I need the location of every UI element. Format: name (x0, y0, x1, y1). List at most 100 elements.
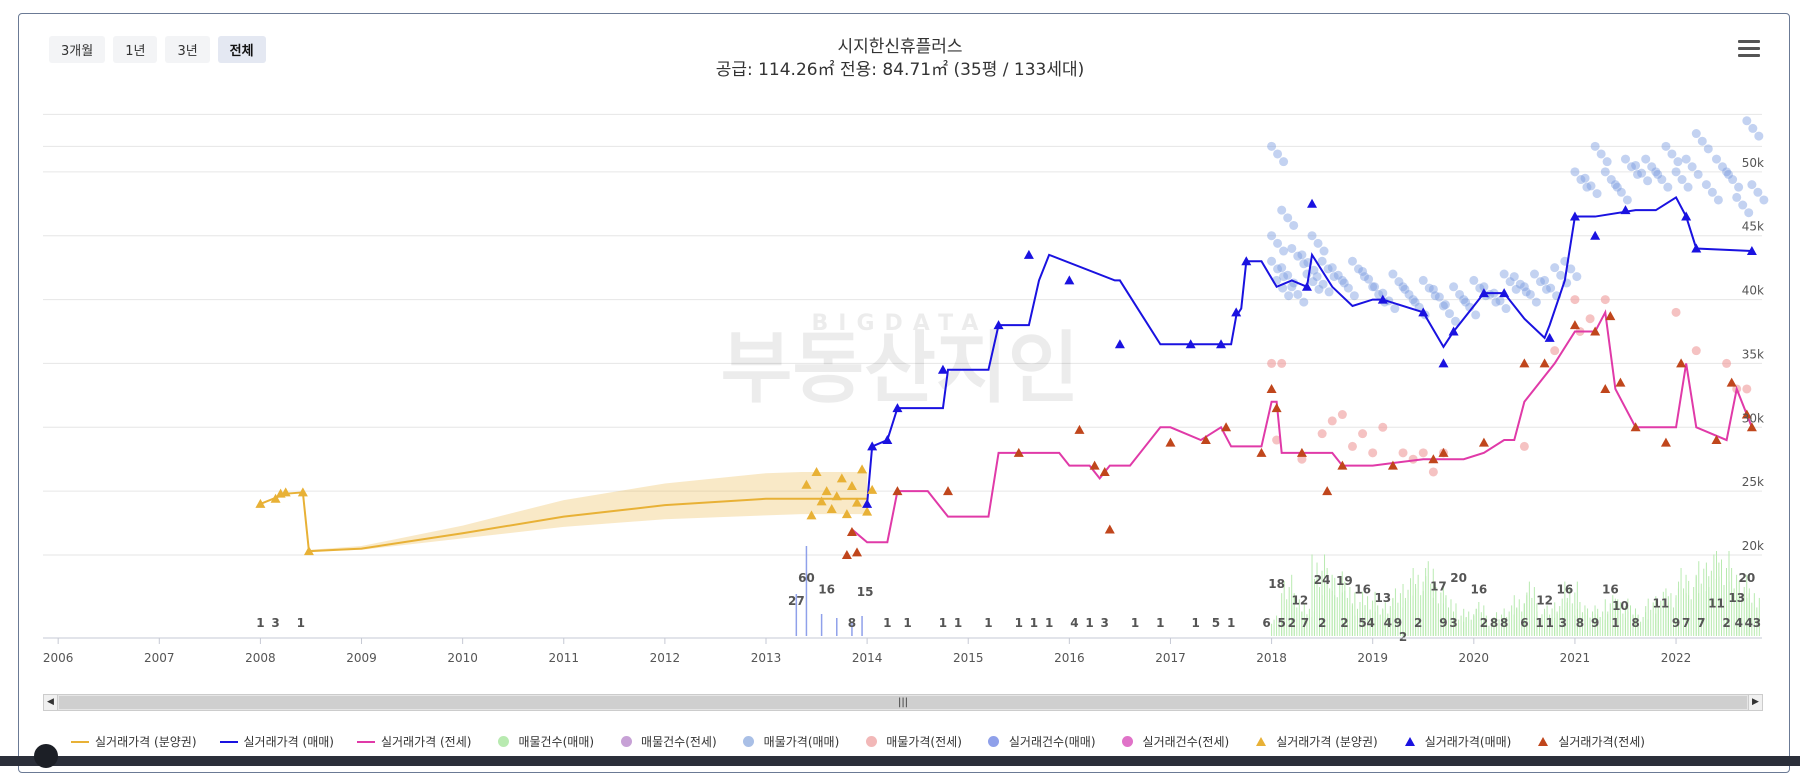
listing-sale-dot (1370, 282, 1380, 292)
x-tick-label: 2019 (1357, 651, 1388, 665)
listing-sale-dot (1747, 180, 1757, 190)
jeonse-marker (851, 547, 862, 557)
scroll-thumb[interactable]: ||| (59, 696, 1747, 709)
sale-marker (1569, 211, 1580, 221)
hamburger-menu-icon[interactable] (1738, 40, 1760, 58)
presale-price-line (260, 491, 868, 553)
legend-label: 매물가격(전세) (886, 735, 962, 749)
count-label: 60 (798, 571, 815, 585)
listing-sale-dot (1284, 291, 1294, 301)
presale-band (260, 471, 868, 552)
legend-item[interactable]: 실거래건수(전세) (1118, 733, 1229, 750)
range-3m-button[interactable]: 3개월 (49, 36, 106, 63)
legend-label: 실거래가격 (분양권) (1276, 735, 1378, 749)
listing-sale-dot (1651, 167, 1661, 177)
count-label: 3 (1753, 616, 1761, 630)
listing-sale-dot (1400, 284, 1410, 294)
legend-item[interactable]: 실거래가격 (분양권) (70, 733, 197, 750)
listing-sale-dot (1663, 182, 1673, 192)
count-label: 1 (1131, 616, 1139, 630)
presale-marker (280, 487, 291, 497)
listing-sale-dot (1501, 304, 1511, 314)
count-label: 4 (1745, 616, 1753, 630)
jeonse-marker (1074, 424, 1085, 434)
sale-marker (1307, 198, 1318, 208)
listing-sale-dot (1643, 176, 1653, 186)
sale-marker (1544, 332, 1555, 342)
listing-sale-dot (1378, 288, 1388, 298)
scroll-left-button[interactable]: ◀ (43, 694, 58, 711)
presale-marker (867, 484, 878, 494)
range-all-button[interactable]: 전체 (217, 36, 266, 63)
sale-marker (993, 320, 1004, 330)
presale-marker (806, 510, 817, 520)
sale-marker (862, 498, 873, 508)
count-label: 1 (1015, 616, 1023, 630)
x-tick-label: 2012 (650, 651, 681, 665)
count-label: 5 (1212, 616, 1220, 630)
legend-item[interactable]: 실거래가격 (전세) (356, 733, 471, 750)
presale-marker (826, 504, 837, 514)
listing-sale-dot (1299, 259, 1309, 269)
listing-sale-dot (1279, 272, 1289, 282)
legend-circle-icon (616, 736, 636, 748)
chart-legend: 실거래가격 (분양권) 실거래가격 (매매) 실거래가격 (전세) 매물건수(매매) 매… (70, 733, 1667, 750)
legend-circle-icon (984, 736, 1004, 748)
sale-marker (1241, 256, 1252, 266)
legend-item[interactable]: 실거래가격(전세) (1533, 733, 1645, 750)
listing-sale-dot (1600, 167, 1610, 177)
legend-item[interactable]: 실거래가격 (매매) (219, 733, 334, 750)
listing-sale-dot (1307, 231, 1317, 241)
count-label: 2 (1414, 616, 1422, 630)
time-scrollbar[interactable]: ◀ ||| ▶ (43, 694, 1763, 711)
listing-sale-dot (1732, 192, 1742, 202)
listing-sale-dot (1279, 157, 1289, 167)
listing-sale-dot (1713, 195, 1723, 205)
listing-sale-dot (1317, 256, 1327, 266)
range-3y-button[interactable]: 3년 (165, 36, 210, 63)
listing-sale-dot (1273, 149, 1283, 159)
count-label: 2 (1340, 616, 1348, 630)
bottom-circle-icon[interactable] (34, 744, 58, 768)
x-tick-label: 2018 (1256, 651, 1287, 665)
sale-marker (1478, 288, 1489, 298)
presale-marker (270, 493, 281, 503)
count-label: 1 (954, 616, 962, 630)
legend-item[interactable]: 실거래가격 (분양권) (1251, 733, 1378, 750)
legend-item[interactable]: 매물가격(매매) (739, 733, 839, 750)
listing-jeonse-dot (1418, 448, 1428, 458)
scroll-right-button[interactable]: ▶ (1748, 694, 1763, 711)
count-label: 5 (1358, 616, 1366, 630)
listing-sale-dot (1318, 279, 1328, 289)
listing-sale-dot (1626, 162, 1636, 172)
count-label: 27 (788, 594, 805, 608)
jeonse-marker (1322, 486, 1333, 496)
count-label: 11 (1653, 596, 1670, 610)
range-1y-button[interactable]: 1년 (113, 36, 158, 63)
listing-sale-dot (1525, 289, 1535, 299)
x-tick-label: 2015 (953, 651, 984, 665)
legend-item[interactable]: 실거래건수(매매) (984, 733, 1096, 750)
legend-triangle-icon (1251, 736, 1271, 748)
listing-jeonse-dot (1368, 448, 1378, 458)
legend-item[interactable]: 매물건수(전세) (616, 733, 717, 750)
jeonse-marker (1519, 358, 1530, 368)
count-label: 1 (1085, 616, 1093, 630)
listing-sale-dot (1667, 149, 1677, 159)
listing-sale-dot (1277, 263, 1287, 273)
listing-sale-dot (1404, 289, 1414, 299)
legend-line-icon (70, 736, 90, 748)
legend-item[interactable]: 매물건수(매매) (493, 733, 594, 750)
presale-marker (821, 486, 832, 496)
jeonse-marker (1089, 460, 1100, 470)
legend-item[interactable]: 매물가격(전세) (861, 733, 962, 750)
presale-marker (816, 496, 827, 506)
legend-item[interactable]: 실거래가격(매매) (1400, 733, 1511, 750)
watermark-small-text: BIGDATA (812, 311, 989, 336)
x-tick-label: 2014 (852, 651, 883, 665)
listing-sale-dot (1673, 157, 1683, 167)
listing-sale-dot (1586, 181, 1596, 191)
listing-sale-dot (1329, 272, 1339, 282)
